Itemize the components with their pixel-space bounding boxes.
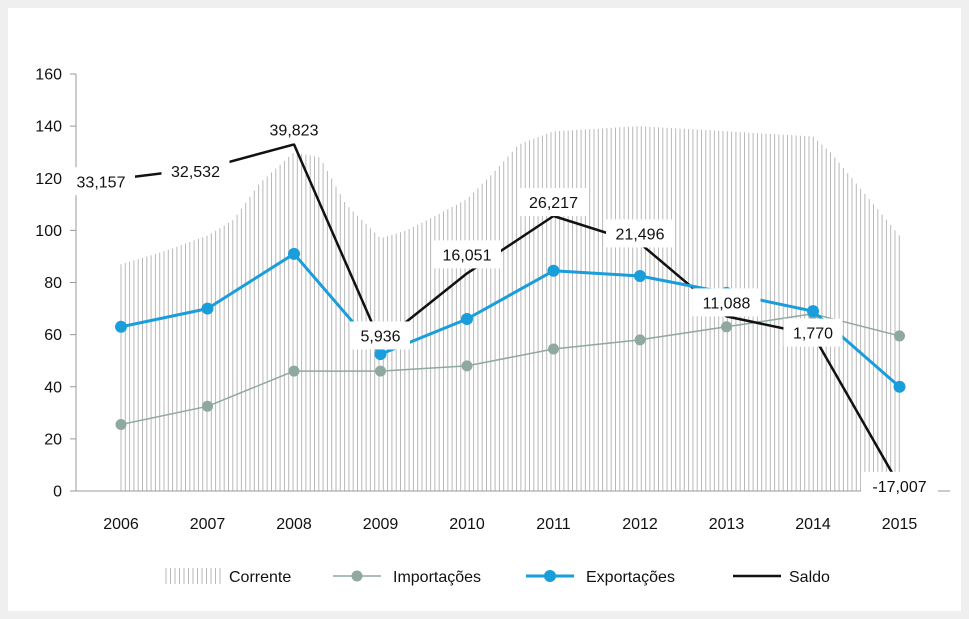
legend-label-exportacoes: Exportações [586,569,675,586]
x-tick-label: 2006 [103,516,139,533]
data-label-box [692,288,761,317]
data-label-text: 1,770 [793,326,833,343]
x-tick-label: 2012 [622,516,658,533]
data-label-text: 26,217 [529,195,578,212]
x-tick-label: 2014 [795,516,831,533]
saldo-data-label: 21,496 [606,219,674,248]
data-label-box [433,240,501,269]
data-label-text: 5,936 [360,328,400,345]
y-tick-label: 60 [44,327,62,344]
data-labels: 33,157 32,532 39,823 5,936 16,051 26,217 21,49… [67,115,938,500]
series-point-exportações [547,264,560,277]
series-point-exportações [201,302,214,315]
chart-card: 0 20 40 60 80 100 120 140 160 2006 2007 2008 2009 201… [8,8,961,611]
data-label-box [67,167,135,196]
series-point-importações [115,419,127,431]
series-line-exportações [120,252,901,388]
series-point-exportações [115,320,127,333]
series-line-saldo [120,143,901,487]
series-point-importações [548,343,559,355]
saldo-data-label: 5,936 [351,321,410,350]
legend: Corrente Importações Exportações Saldo [165,568,830,586]
legend-label-saldo: Saldo [789,569,830,586]
saldo-data-label: 32,532 [161,156,230,185]
legend-item-exportacoes: Exportações [526,569,675,586]
corrente-hatch-area [120,126,900,491]
y-tick-label: 100 [35,223,62,240]
legend-marker-swatch [544,570,556,582]
series-point-exportações [893,380,906,393]
saldo-data-label: 26,217 [519,188,588,217]
data-label-box [606,219,674,248]
series-point-importações [202,400,213,412]
x-tick-label: 2007 [190,516,226,533]
series-point-importações [461,360,473,372]
y-tick-label: 160 [35,67,62,84]
saldo-data-label: 1,770 [783,318,843,347]
y-tick-label: 20 [44,431,62,448]
saldo-data-label: 16,051 [433,240,501,269]
series-point-importações [721,321,732,333]
x-tick-label: 2010 [449,516,485,533]
series-point-importações [894,330,905,342]
data-label-box [260,115,328,144]
data-label-text: 16,051 [443,247,492,264]
legend-marker-swatch [351,570,363,582]
data-label-text: -17,007 [872,479,926,496]
series-point-exportações [807,305,819,318]
series-line-importações [120,313,900,426]
series-lines [115,143,906,487]
saldo-data-label: 39,823 [260,115,328,144]
series-point-exportações [634,269,646,282]
series-point-importações [634,334,646,346]
series-point-exportações [374,348,387,361]
data-label-text: 21,496 [616,226,665,243]
y-tick-label: 40 [44,379,62,396]
data-label-box [351,321,410,350]
data-label-box [861,471,938,500]
data-label-text: 39,823 [270,122,319,139]
y-tick-label: 120 [35,171,62,188]
data-label-box [161,156,230,185]
series-point-exportações [288,247,300,260]
y-tick-label: 0 [53,484,62,501]
data-label-text: 32,532 [171,164,220,181]
line-chart: 0 20 40 60 80 100 120 140 160 2006 2007 2008 2009 201… [35,67,950,586]
x-tick-label: 2013 [709,516,745,533]
x-tick-label: 2009 [363,516,399,533]
saldo-data-label: -17,007 [861,471,938,500]
x-tick-label: 2011 [536,516,571,533]
x-tick-label: 2008 [276,516,312,533]
saldo-data-label: 11,088 [692,288,761,317]
y-tick-label: 80 [44,275,62,292]
series-point-exportações [461,312,473,325]
series-point-importações [288,365,300,377]
data-label-box [519,188,588,217]
legend-item-saldo: Saldo [733,569,830,586]
series-point-importações [375,365,386,377]
legend-label-importacoes: Importações [393,569,481,586]
saldo-data-label: 33,157 [67,167,135,196]
legend-label-corrente: Corrente [229,569,291,586]
y-tick-label: 140 [35,119,62,136]
legend-item-corrente: Corrente [165,568,291,586]
data-label-text: 33,157 [77,174,126,191]
axes: 0 20 40 60 80 100 120 140 160 2006 2007 2008 2009 201… [35,67,950,533]
legend-item-importacoes: Importações [333,569,481,586]
x-tick-label: 2015 [882,516,918,533]
data-label-box [783,318,843,347]
data-label-text: 11,088 [703,295,751,312]
